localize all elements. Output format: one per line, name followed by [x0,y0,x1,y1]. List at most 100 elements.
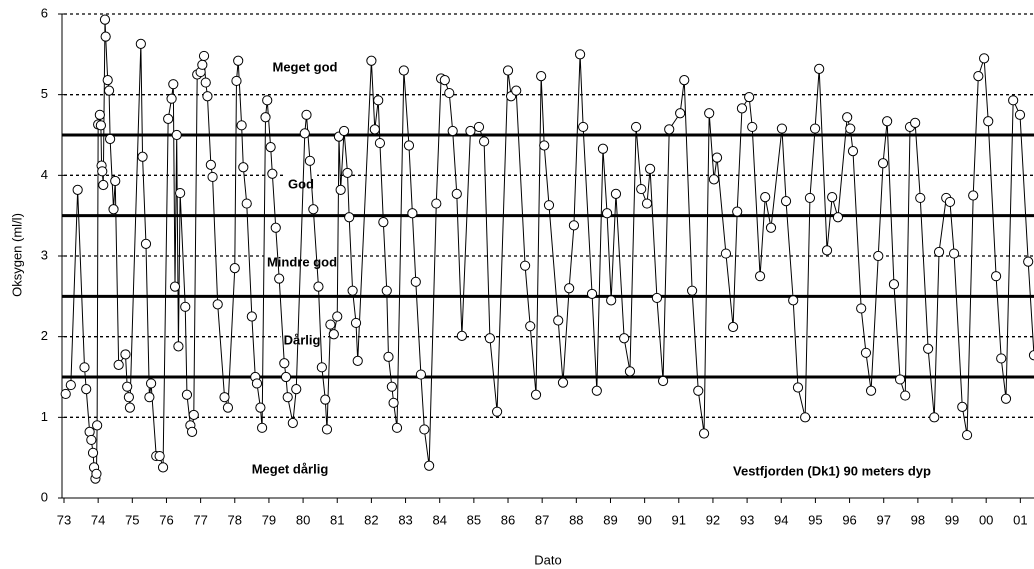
x-tick-label: 74 [91,512,105,527]
data-point [465,125,476,137]
data-point [754,271,766,282]
data-point [979,53,990,64]
data-point [113,359,124,370]
data-point [957,401,968,412]
data-point [732,206,743,217]
annotation: Dårlig [284,332,321,347]
data-point [792,382,804,393]
data-point [687,285,698,296]
data-point [619,333,630,344]
data-point [451,188,462,199]
data-point [144,392,155,403]
data-point [255,402,266,413]
data-point [280,371,292,383]
data-point [207,171,218,183]
x-tick-label: 91 [672,512,686,527]
data-point [124,402,136,413]
data-point [519,260,531,271]
data-point [698,428,710,439]
y-tick-label: 2 [41,328,48,343]
data-point [260,112,271,123]
data-point [342,167,353,179]
data-point [391,422,403,433]
y-tick-label: 5 [41,86,48,101]
x-tick-label: 99 [945,512,959,527]
data-point [60,388,71,400]
data-point [407,208,418,219]
data-point [99,14,111,25]
data-point [287,417,298,429]
data-point [624,366,636,377]
data-point [845,123,856,134]
data-point [664,124,675,135]
data-point [270,222,281,233]
y-tick-label: 3 [41,247,48,262]
data-point [1028,350,1034,361]
x-tick-label: 95 [808,512,822,527]
x-tick-label: 75 [125,512,139,527]
data-point [610,188,622,199]
data-point [197,59,208,70]
data-point [338,125,350,137]
data-point [708,174,720,185]
data-point [1014,109,1026,120]
data-point [511,85,522,96]
data-point [704,108,715,119]
data-point [415,369,427,380]
data-point [188,409,199,421]
data-point [736,103,748,114]
data-point [373,95,384,106]
data-point [81,384,92,395]
data-point [205,159,216,170]
annotation: Meget dårlig [252,461,329,476]
x-tick-label: 87 [535,512,549,527]
data-point [776,123,788,134]
data-point [97,166,108,177]
data-point [102,75,113,86]
data-point [168,79,179,90]
data-point [439,75,450,86]
data-point [267,168,278,179]
data-point [171,129,182,141]
data-point [233,55,244,66]
x-tick-label: 94 [774,512,788,527]
x-tick-label: 76 [159,512,173,527]
data-point [591,385,602,396]
data-point [403,140,415,151]
data-point [502,65,514,76]
x-tick-label: 01 [1013,512,1027,527]
data-point [200,77,211,88]
data-point [79,362,90,373]
data-point [484,333,496,344]
data-point [386,381,397,392]
data-point [175,187,186,199]
data-point [720,248,732,259]
data-point [212,299,223,310]
data-point [328,329,339,340]
data-point [1023,256,1034,267]
data-point [94,109,105,120]
data-point [856,303,867,314]
y-tick-label: 4 [41,167,48,182]
data-point [780,196,792,207]
data-point [103,85,115,96]
data-point [332,311,343,322]
data-point [944,196,956,208]
data-point [304,155,316,166]
data-point [747,121,758,133]
data-point [553,315,564,326]
data-point [378,217,389,228]
data-point [915,192,926,204]
data-point [539,140,550,151]
data-point [968,190,979,201]
data-point [530,389,542,400]
data-point [882,116,893,127]
data-point [809,123,821,134]
data-point [181,389,193,400]
data-point [274,273,285,284]
x-tick-label: 92 [706,512,720,527]
data-point [308,204,319,215]
data-point [145,378,157,389]
data-point [473,121,485,133]
data-point [87,447,99,458]
